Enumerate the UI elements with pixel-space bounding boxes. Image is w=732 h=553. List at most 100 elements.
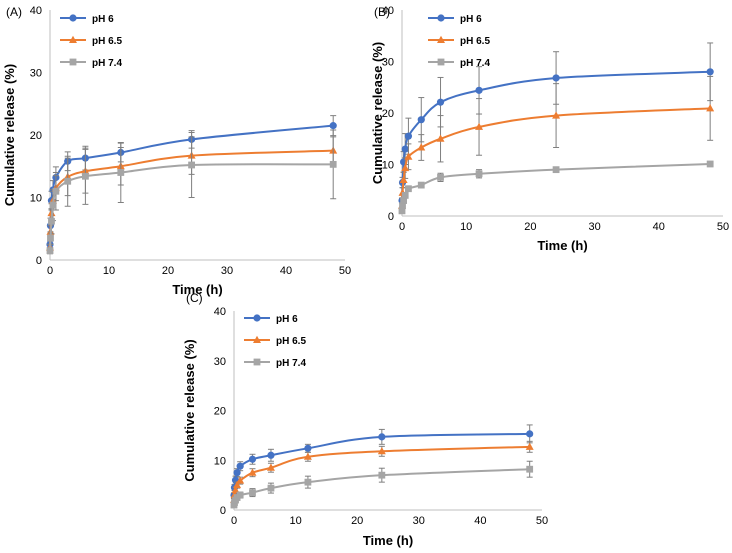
data-point — [249, 489, 256, 496]
legend-marker — [253, 335, 261, 343]
data-point — [304, 478, 312, 486]
legend-label: pH 6 — [92, 14, 114, 25]
legend-marker — [437, 14, 445, 22]
data-point — [552, 166, 560, 174]
legend-marker — [69, 35, 77, 43]
x-tick-label: 40 — [280, 265, 292, 277]
data-point — [82, 172, 89, 180]
data-point — [401, 192, 409, 199]
data-point — [706, 104, 715, 112]
legend-item: pH 6.5 — [244, 335, 306, 347]
x-tick-label: 50 — [717, 221, 729, 233]
data-point — [404, 152, 413, 160]
data-point — [706, 68, 714, 76]
y-tick-label: 0 — [36, 255, 42, 267]
data-point — [526, 465, 534, 473]
data-point — [48, 217, 55, 225]
data-point — [377, 447, 386, 455]
data-point — [303, 452, 312, 460]
y-tick-label: 20 — [382, 108, 394, 120]
legend-marker — [437, 58, 445, 66]
y-tick-label: 30 — [214, 356, 226, 368]
y-tick-label: 20 — [30, 130, 42, 142]
data-point — [475, 86, 483, 94]
legend-marker — [69, 58, 77, 66]
legend-label: pH 7.4 — [92, 58, 122, 69]
legend-label: pH 6.5 — [92, 36, 122, 47]
y-tick-label: 40 — [382, 5, 394, 17]
y-tick-label: 40 — [30, 5, 42, 17]
data-point — [401, 145, 409, 153]
y-tick-label: 30 — [382, 57, 394, 69]
data-point — [475, 122, 484, 130]
data-point — [552, 111, 561, 119]
y-tick-label: 20 — [214, 406, 226, 418]
data-point — [526, 430, 534, 438]
y-tick-label: 0 — [388, 211, 394, 223]
panel-label: (A) — [6, 5, 22, 19]
data-point — [417, 143, 426, 151]
data-point — [525, 442, 534, 450]
x-tick-label: 20 — [351, 515, 363, 527]
data-point — [267, 484, 275, 492]
x-tick-label: 40 — [474, 515, 486, 527]
y-axis-title: Cumulative release (%) — [370, 42, 385, 184]
data-point — [233, 469, 241, 477]
x-tick-label: 30 — [221, 265, 233, 277]
series-ph-7-4 — [398, 160, 714, 215]
legend-item: pH 7.4 — [428, 58, 490, 69]
data-point — [401, 163, 410, 172]
data-point — [398, 207, 406, 215]
legend-marker — [253, 314, 261, 322]
data-point — [329, 160, 337, 168]
data-point — [236, 491, 244, 499]
data-point — [64, 177, 72, 185]
legend-label: pH 6 — [460, 14, 482, 25]
y-axis-title: Cumulative release (%) — [2, 64, 17, 206]
y-tick-label: 10 — [214, 455, 226, 467]
legend-item: pH 6.5 — [428, 35, 490, 47]
chart-panel-1: (B) 0 10 20 30 40 50 0 10 20 30 40 Time (h) Cumulativ… — [370, 5, 729, 253]
x-axis-title: Time (h) — [537, 238, 587, 253]
legend-item: pH 6 — [428, 14, 482, 25]
legend-item: pH 6 — [244, 314, 298, 325]
data-point — [47, 234, 54, 242]
y-tick-label: 10 — [30, 193, 42, 205]
data-point — [399, 175, 408, 183]
x-tick-label: 0 — [231, 515, 237, 527]
data-point — [404, 132, 413, 140]
x-tick-label: 50 — [339, 265, 351, 277]
data-point — [436, 98, 445, 106]
x-tick-label: 30 — [588, 221, 600, 233]
data-point — [552, 74, 560, 82]
data-point — [52, 187, 60, 195]
data-point — [399, 202, 406, 210]
series-ph-6 — [230, 424, 534, 499]
x-tick-label: 20 — [524, 221, 536, 233]
data-point — [405, 185, 412, 193]
data-point — [436, 134, 445, 142]
data-point — [378, 471, 386, 479]
series-ph-7-4 — [46, 129, 337, 255]
x-tick-label: 10 — [103, 265, 115, 277]
data-point — [378, 433, 386, 441]
x-tick-label: 50 — [536, 515, 548, 527]
legend-label: pH 6 — [276, 314, 298, 325]
data-point — [248, 468, 257, 476]
legend-label: pH 7.4 — [460, 58, 490, 69]
x-axis-title: Time (h) — [172, 282, 222, 297]
y-tick-label: 0 — [220, 505, 226, 517]
data-point — [188, 161, 195, 169]
data-point — [248, 455, 257, 463]
x-tick-label: 30 — [413, 515, 425, 527]
legend-marker — [437, 35, 445, 43]
chart-panel-0: (A) 0 10 20 30 40 50 0 10 20 30 40 Time (h) Cumulativ… — [2, 5, 351, 297]
y-tick-label: 10 — [382, 160, 394, 172]
panel-label: (C) — [186, 291, 203, 305]
legend-marker — [253, 358, 261, 366]
data-point — [437, 173, 444, 181]
legend-marker — [69, 14, 77, 22]
legend-item: pH 7.4 — [60, 58, 122, 69]
panel-label: (B) — [374, 5, 390, 19]
